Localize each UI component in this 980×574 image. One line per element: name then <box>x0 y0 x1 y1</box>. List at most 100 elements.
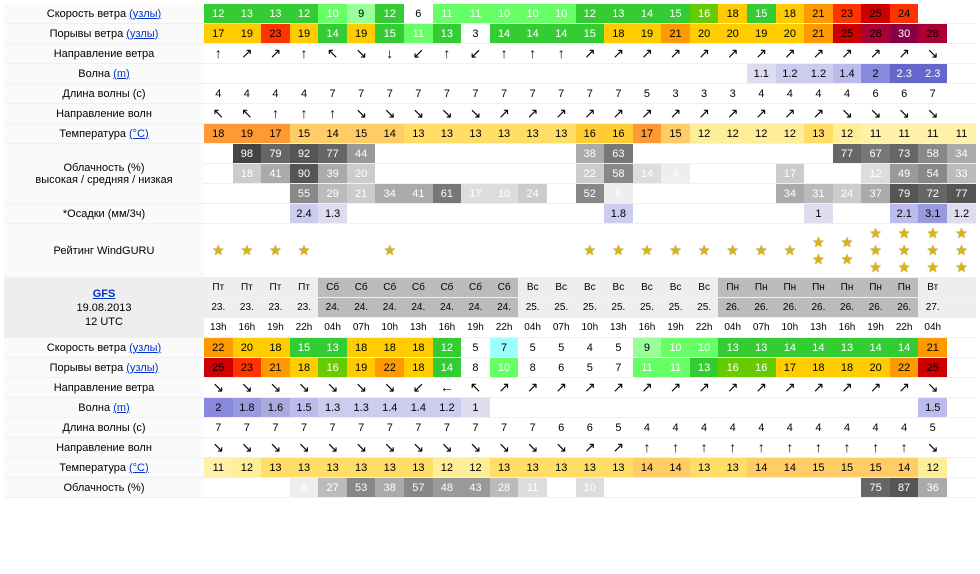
model-link[interactable]: GFS <box>93 288 116 300</box>
day-num: 24. <box>318 298 347 318</box>
direction-arrow: ↖ <box>461 378 490 398</box>
unit-link[interactable]: (узлы) <box>129 8 161 20</box>
cell: 28 <box>918 24 947 44</box>
cell: 33 <box>947 164 976 184</box>
unit-link[interactable]: (°C) <box>129 128 149 140</box>
cell: 44 <box>347 144 376 164</box>
cell: 15 <box>347 124 376 144</box>
unit-link[interactable]: (узлы) <box>126 28 158 40</box>
cell: 7 <box>318 418 347 438</box>
hour: 16h <box>633 318 662 338</box>
cell <box>633 144 662 164</box>
direction-arrow: ↗ <box>861 378 890 398</box>
cell: 12 <box>461 458 490 478</box>
unit-link[interactable]: (°C) <box>129 462 149 474</box>
cell: 6 <box>576 418 605 438</box>
cell: 3 <box>461 24 490 44</box>
direction-arrow: ↗ <box>690 378 719 398</box>
direction-arrow: ↘ <box>347 378 376 398</box>
direction-arrow: ↗ <box>690 44 719 64</box>
direction-arrow: ↗ <box>261 44 290 64</box>
direction-arrow: ↑ <box>690 438 719 458</box>
cell <box>433 144 462 164</box>
cell: 27 <box>318 478 347 498</box>
cell: 25 <box>204 358 233 378</box>
row-label: Направление волн <box>4 104 204 124</box>
cell: 72 <box>918 184 947 204</box>
cell: 12 <box>433 338 462 358</box>
day-num: 26. <box>804 298 833 318</box>
cell <box>490 204 519 224</box>
cell: 4 <box>804 84 833 104</box>
cell: 28 <box>861 24 890 44</box>
rating-stars <box>461 224 490 278</box>
day-num: 24. <box>404 298 433 318</box>
cell: 20 <box>233 338 262 358</box>
cell: 4 <box>290 84 319 104</box>
cell: 52 <box>576 184 605 204</box>
cell: 4 <box>261 84 290 104</box>
day-num: 25. <box>661 298 690 318</box>
cell <box>547 164 576 184</box>
cell: 6 <box>890 84 919 104</box>
direction-arrow: ↘ <box>861 104 890 124</box>
cell: 14 <box>776 338 805 358</box>
direction-arrow: ↘ <box>204 438 233 458</box>
cell <box>604 478 633 498</box>
cell: 0.7 <box>461 64 490 84</box>
cell: 23 <box>833 4 862 24</box>
cell: 4 <box>776 418 805 438</box>
unit-link[interactable]: (узлы) <box>126 362 158 374</box>
row-label: Облачность (%) <box>4 478 204 498</box>
cell: 14 <box>518 24 547 44</box>
cell: 1.2 <box>433 398 462 418</box>
cell: 0.6 <box>690 398 719 418</box>
cell: 14 <box>633 164 662 184</box>
cell: 1.3 <box>318 204 347 224</box>
direction-arrow: ↘ <box>290 438 319 458</box>
direction-arrow: ↗ <box>861 44 890 64</box>
day-num: 25. <box>633 298 662 318</box>
cell: 11 <box>947 124 976 144</box>
cell: 13 <box>404 124 433 144</box>
cell: 0.9 <box>690 64 719 84</box>
cell: 18 <box>833 358 862 378</box>
cell <box>661 204 690 224</box>
cell: 1.3 <box>318 398 347 418</box>
cell: 13 <box>547 124 576 144</box>
unit-link[interactable]: (узлы) <box>129 342 161 354</box>
direction-arrow: ↗ <box>633 44 662 64</box>
unit-link[interactable]: (m) <box>113 402 130 414</box>
cell: 2 <box>204 398 233 418</box>
cell: 19 <box>747 24 776 44</box>
cell: 13 <box>318 458 347 478</box>
cell: 13 <box>690 458 719 478</box>
cell: 7 <box>918 84 947 104</box>
cell <box>233 478 262 498</box>
cell: 14 <box>890 338 919 358</box>
rating-stars <box>318 224 347 278</box>
cell <box>375 164 404 184</box>
hour: 19h <box>261 318 290 338</box>
cell: 15 <box>290 338 319 358</box>
cell: 19 <box>347 24 376 44</box>
direction-arrow: ↑ <box>518 44 547 64</box>
day-num: 25. <box>518 298 547 318</box>
cell: 5 <box>604 338 633 358</box>
cell: 16 <box>690 4 719 24</box>
direction-arrow: ↘ <box>347 438 376 458</box>
day-num: 24. <box>461 298 490 318</box>
hour: 19h <box>461 318 490 338</box>
direction-arrow: ↘ <box>318 378 347 398</box>
cell <box>433 164 462 184</box>
cell: 17 <box>204 24 233 44</box>
cell: 13 <box>461 124 490 144</box>
unit-link[interactable]: (m) <box>113 68 130 80</box>
cell <box>347 204 376 224</box>
cell: 10 <box>690 338 719 358</box>
rating-stars: ★★ <box>833 224 862 278</box>
cell: 21 <box>347 184 376 204</box>
day-num: 25. <box>604 298 633 318</box>
cell: 13 <box>261 4 290 24</box>
cell: 0.5 <box>518 398 547 418</box>
